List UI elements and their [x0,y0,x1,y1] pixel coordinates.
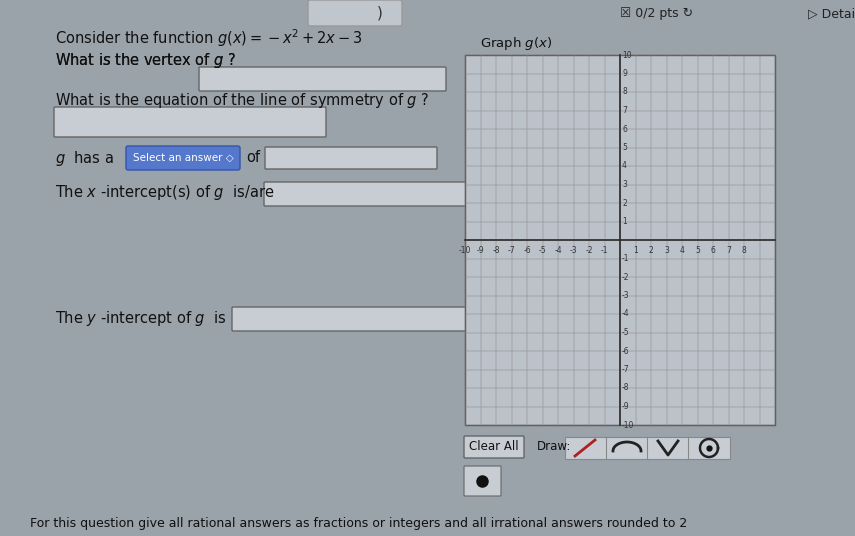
FancyBboxPatch shape [54,107,326,137]
Text: What is the vertex of $g$ ?: What is the vertex of $g$ ? [55,50,236,70]
Text: -5: -5 [539,246,546,255]
Text: -8: -8 [492,246,500,255]
Text: -9: -9 [477,246,484,255]
Text: 9: 9 [622,69,627,78]
FancyBboxPatch shape [264,182,504,206]
FancyBboxPatch shape [308,0,402,26]
Text: Clear All: Clear All [469,441,519,453]
Text: 1: 1 [633,246,638,255]
Text: 7: 7 [622,106,627,115]
Text: 1: 1 [622,217,627,226]
Text: 4: 4 [622,161,627,170]
Text: $g$  has a: $g$ has a [55,148,114,167]
Text: For this question give all rational answers as fractions or integers and all irr: For this question give all rational answ… [30,517,687,531]
FancyBboxPatch shape [199,67,446,91]
Text: 10: 10 [622,50,632,59]
FancyBboxPatch shape [464,436,524,458]
Text: 2: 2 [622,198,627,207]
Text: 8: 8 [622,87,627,96]
Text: 3: 3 [664,246,669,255]
Text: 6: 6 [622,124,627,133]
FancyBboxPatch shape [232,307,512,331]
Text: -7: -7 [622,365,629,374]
Text: 5: 5 [622,143,627,152]
Text: -6: -6 [523,246,531,255]
Text: -9: -9 [622,402,629,411]
Text: The $y$ -intercept of $g$  is: The $y$ -intercept of $g$ is [55,309,227,327]
Text: 5: 5 [695,246,700,255]
Text: Select an answer ◇: Select an answer ◇ [133,153,233,163]
Text: 2: 2 [649,246,653,255]
Text: -4: -4 [554,246,562,255]
Text: 7: 7 [726,246,731,255]
Text: -8: -8 [622,383,629,392]
Text: -1: -1 [622,254,629,263]
FancyBboxPatch shape [464,466,501,496]
Text: Draw:: Draw: [537,441,571,453]
Text: The $x$ -intercept(s) of $g$  is/are: The $x$ -intercept(s) of $g$ is/are [55,183,274,203]
Text: -10: -10 [622,421,634,429]
Text: -5: -5 [622,328,629,337]
Text: Consider the function $g(x) = -x^2 + 2x - 3$: Consider the function $g(x) = -x^2 + 2x … [55,27,363,49]
Text: What i$\mathit{s}$ the vertex of $g$ ?: What i$\mathit{s}$ the vertex of $g$ ? [55,50,236,70]
Text: -10: -10 [459,246,471,255]
Text: -2: -2 [586,246,593,255]
FancyBboxPatch shape [265,147,437,169]
Text: of: of [246,151,260,166]
Text: ☒ 0/2 pts ↻: ☒ 0/2 pts ↻ [620,8,693,20]
Text: -6: -6 [622,346,629,355]
Text: Graph $g(x)$: Graph $g(x)$ [480,34,552,51]
FancyBboxPatch shape [565,437,730,459]
Text: 3: 3 [622,180,627,189]
Text: -3: -3 [569,246,577,255]
Bar [465,55,775,425]
Text: -2: -2 [622,272,629,281]
Text: -3: -3 [622,291,629,300]
Text: -7: -7 [508,246,516,255]
Text: ): ) [377,5,383,20]
Text: -1: -1 [601,246,608,255]
Text: 4: 4 [680,246,685,255]
FancyBboxPatch shape [126,146,240,170]
Text: 8: 8 [741,246,746,255]
Text: -4: -4 [622,309,629,318]
Text: ▷ Details: ▷ Details [808,8,855,20]
Text: What is the equation of the line of symmetry of $g$ ?: What is the equation of the line of symm… [55,91,429,109]
Text: 6: 6 [711,246,716,255]
